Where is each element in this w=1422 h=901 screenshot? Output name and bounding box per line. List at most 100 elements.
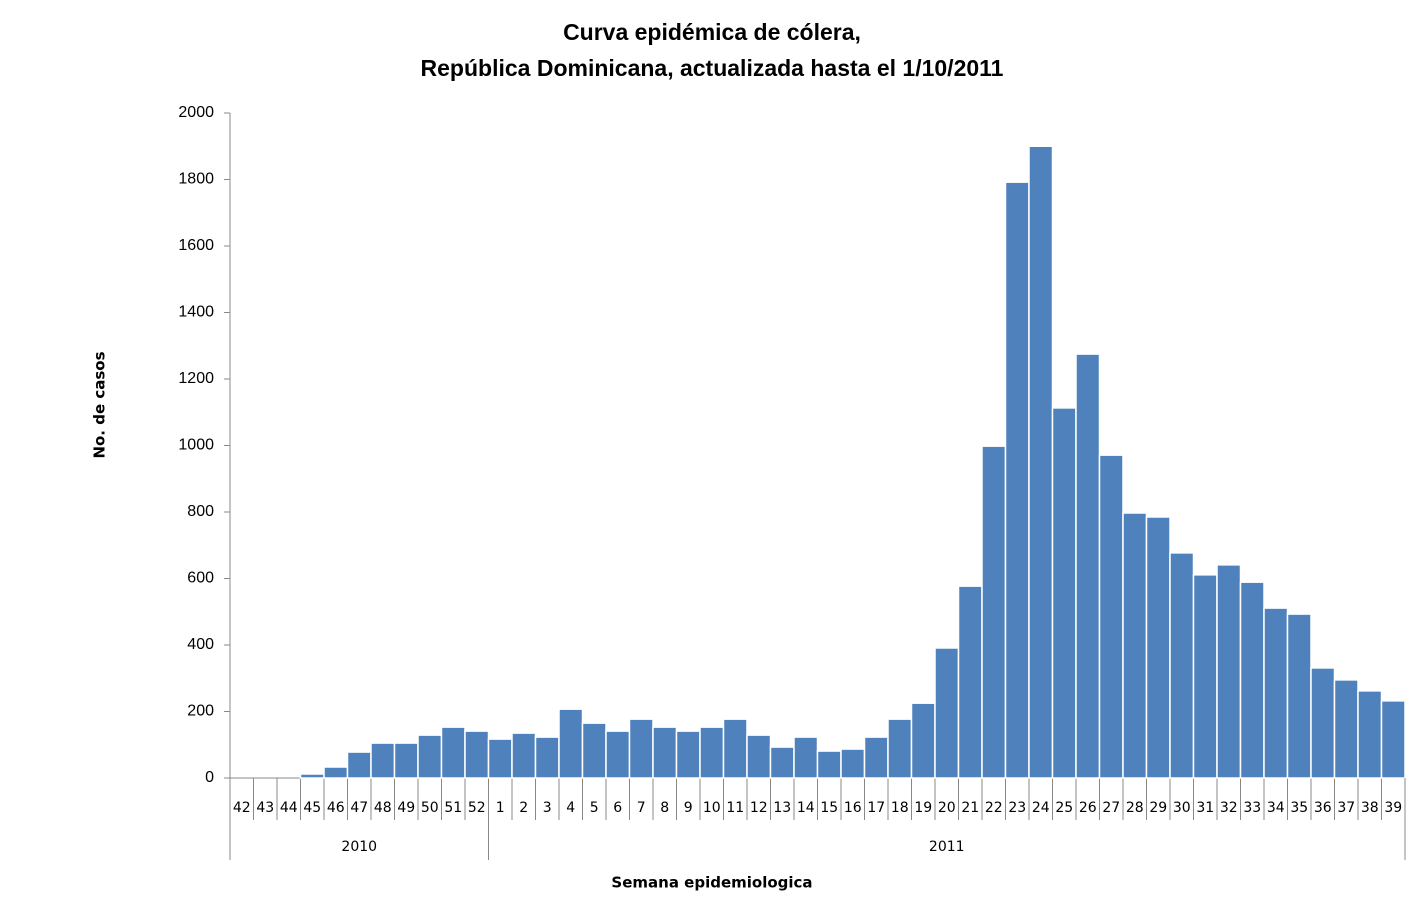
x-tick-label: 49	[397, 800, 415, 816]
x-tick-label: 28	[1126, 800, 1144, 816]
bar	[1380, 700, 1406, 779]
bar	[1286, 613, 1312, 779]
x-tick-label: 37	[1337, 800, 1355, 816]
x-tick-label: 46	[327, 800, 345, 816]
bar	[323, 766, 349, 779]
bar	[605, 730, 631, 779]
x-tick-label: 36	[1314, 800, 1332, 816]
x-tick-label: 7	[637, 800, 646, 816]
y-tick-label: 1800	[178, 171, 214, 188]
x-tick-label: 32	[1220, 800, 1238, 816]
bar	[1357, 690, 1383, 779]
bar	[534, 736, 560, 779]
x-tick-label: 25	[1055, 800, 1073, 816]
x-tick-label: 30	[1173, 800, 1191, 816]
x-tick-label: 8	[660, 800, 669, 816]
bar	[769, 746, 795, 779]
bar	[722, 718, 748, 779]
x-tick-label: 18	[891, 800, 909, 816]
y-tick-label: 0	[205, 769, 214, 786]
y-tick-label: 1400	[178, 304, 214, 321]
y-tick-label: 2000	[178, 104, 214, 121]
x-tick-label: 33	[1243, 800, 1261, 816]
x-tick-label: 20	[938, 800, 956, 816]
y-tick-label: 1200	[178, 370, 214, 387]
bar	[934, 647, 960, 779]
x-tick-label: 14	[797, 800, 815, 816]
x-tick-label: 47	[350, 800, 368, 816]
bar	[1075, 353, 1101, 779]
x-tick-label: 11	[726, 800, 744, 816]
x-tick-label: 52	[468, 800, 486, 816]
x-tick-label: 39	[1384, 800, 1402, 816]
bar	[981, 445, 1007, 779]
x-tick-label: 31	[1196, 800, 1214, 816]
y-tick-label: 1600	[178, 237, 214, 254]
x-tick-label: 19	[914, 800, 932, 816]
bar	[487, 738, 513, 779]
x-tick-label: 51	[444, 800, 462, 816]
bar	[1004, 181, 1030, 779]
bar	[1239, 581, 1265, 779]
bar	[910, 702, 936, 779]
bar	[1192, 574, 1218, 779]
x-tick-label: 29	[1149, 800, 1167, 816]
x-tick-label: 22	[985, 800, 1003, 816]
x-tick-label: 24	[1032, 800, 1050, 816]
bar	[957, 585, 983, 779]
y-tick-label: 1000	[178, 437, 214, 454]
x-tick-label: 12	[750, 800, 768, 816]
bar	[793, 736, 819, 779]
bar	[816, 750, 842, 779]
x-tick-label: 35	[1290, 800, 1308, 816]
x-tick-label: 34	[1267, 800, 1285, 816]
x-tick-label: 38	[1361, 800, 1379, 816]
chart-title: República Dominicana, actualizada hasta …	[421, 55, 1004, 81]
bar	[299, 773, 325, 779]
bar	[393, 742, 419, 779]
x-tick-label: 43	[256, 800, 274, 816]
x-tick-label: 16	[844, 800, 862, 816]
bar	[464, 730, 490, 779]
x-tick-label: 44	[280, 800, 298, 816]
group-label: 2011	[929, 839, 965, 855]
bar	[1216, 564, 1242, 779]
bar	[746, 734, 772, 779]
x-tick-label: 26	[1079, 800, 1097, 816]
x-tick-label: 23	[1008, 800, 1026, 816]
x-tick-label: 13	[773, 800, 791, 816]
x-tick-label: 10	[703, 800, 721, 816]
x-tick-label: 50	[421, 800, 439, 816]
x-tick-label: 6	[613, 800, 622, 816]
bar	[511, 732, 537, 779]
bar	[581, 722, 607, 779]
x-tick-label: 9	[684, 800, 693, 816]
bar	[863, 736, 889, 779]
x-tick-label: 4	[566, 800, 575, 816]
x-tick-label: 1	[496, 800, 505, 816]
y-tick-label: 400	[187, 636, 214, 653]
x-axis-title: Semana epidemiologica	[611, 874, 812, 892]
x-tick-label: 3	[543, 800, 552, 816]
x-tick-label: 17	[867, 800, 885, 816]
bar	[628, 718, 654, 779]
x-tick-label: 21	[961, 800, 979, 816]
y-tick-label: 200	[187, 703, 214, 720]
chart-title: Curva epidémica de cólera,	[563, 19, 861, 45]
bar	[370, 742, 396, 779]
bar	[1098, 454, 1124, 779]
x-tick-label: 27	[1102, 800, 1120, 816]
bar	[1333, 679, 1359, 779]
bar	[1122, 512, 1148, 779]
bar	[652, 726, 678, 779]
bar	[1263, 607, 1289, 779]
bar	[699, 726, 725, 779]
bar	[417, 734, 443, 779]
x-tick-label: 45	[303, 800, 321, 816]
bar	[840, 748, 866, 779]
x-tick-label: 5	[590, 800, 599, 816]
bar	[440, 726, 466, 779]
bar	[675, 730, 701, 779]
bar	[1051, 407, 1077, 779]
